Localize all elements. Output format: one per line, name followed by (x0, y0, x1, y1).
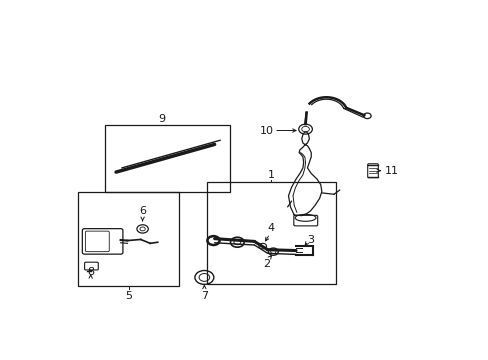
Text: 2: 2 (263, 260, 270, 269)
Text: 1: 1 (267, 170, 274, 180)
Text: 10: 10 (259, 126, 273, 135)
Text: 4: 4 (267, 223, 274, 233)
Text: 9: 9 (158, 114, 165, 123)
Bar (104, 125, 229, 192)
Text: 8: 8 (87, 267, 94, 278)
Text: 3: 3 (306, 235, 313, 245)
Bar (78, 192, 178, 286)
Text: 11: 11 (385, 166, 398, 176)
Text: 5: 5 (125, 291, 132, 301)
Text: 7: 7 (201, 291, 207, 301)
Bar (206, 182, 335, 284)
Text: 6: 6 (139, 206, 146, 216)
